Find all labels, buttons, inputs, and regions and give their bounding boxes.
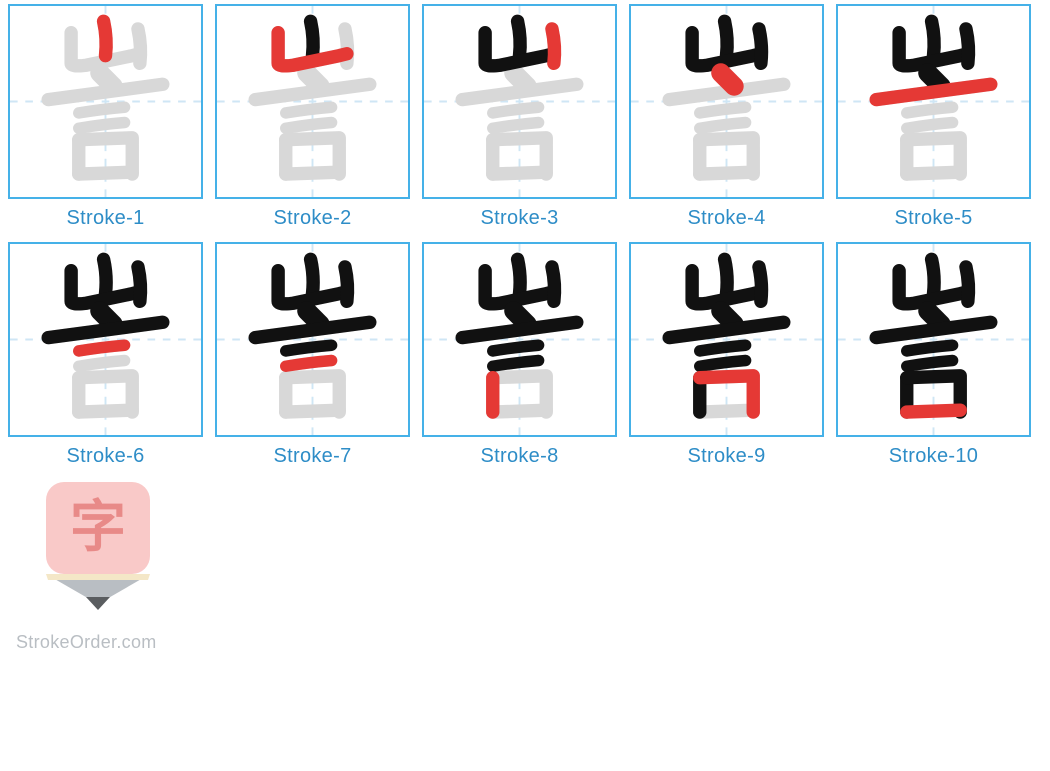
stroke-caption: Stroke-2 — [274, 207, 352, 230]
stroke-tile — [836, 242, 1031, 437]
stroke-tile — [629, 242, 824, 437]
stroke-cell: Stroke-5 — [836, 4, 1031, 230]
stroke-tile — [8, 4, 203, 199]
stroke-glyph — [838, 244, 1029, 435]
stroke-caption: Stroke-1 — [67, 207, 145, 230]
stroke-glyph — [631, 244, 822, 435]
stroke-caption: Stroke-7 — [274, 445, 352, 468]
stroke-caption: Stroke-8 — [481, 445, 559, 468]
stroke-tile — [8, 242, 203, 437]
stroke-caption: Stroke-10 — [889, 445, 978, 468]
stroke-tile — [422, 4, 617, 199]
stroke-cell: Stroke-10 — [836, 242, 1031, 468]
stroke-grid: Stroke-1 Stroke-2 Stroke-3 Stroke-4 — [8, 4, 1038, 468]
stroke-glyph — [424, 244, 615, 435]
stroke-tile — [215, 4, 410, 199]
stroke-tile — [422, 242, 617, 437]
stroke-glyph — [10, 6, 201, 197]
stroke-tile — [629, 4, 824, 199]
stroke-glyph — [217, 6, 408, 197]
stroke-tile — [836, 4, 1031, 199]
stroke-cell: Stroke-7 — [215, 242, 410, 468]
stroke-cell: Stroke-3 — [422, 4, 617, 230]
stroke-cell: Stroke-4 — [629, 4, 824, 230]
stroke-cell: Stroke-2 — [215, 4, 410, 230]
stroke-cell: Stroke-6 — [8, 242, 203, 468]
watermark-text: StrokeOrder.com — [16, 632, 157, 653]
stroke-cell: Stroke-1 — [8, 4, 203, 230]
stroke-caption: Stroke-9 — [688, 445, 766, 468]
stroke-caption: Stroke-6 — [67, 445, 145, 468]
logo-glyph: 字 — [70, 487, 126, 563]
stroke-glyph — [424, 6, 615, 197]
stroke-cell: Stroke-9 — [629, 242, 824, 468]
stroke-caption: Stroke-4 — [688, 207, 766, 230]
stroke-caption: Stroke-3 — [481, 207, 559, 230]
logo-block: 字 StrokeOrder.com — [8, 468, 203, 653]
stroke-glyph — [217, 244, 408, 435]
stroke-cell: Stroke-8 — [422, 242, 617, 468]
stroke-tile — [215, 242, 410, 437]
stroke-glyph — [10, 244, 201, 435]
stroke-glyph — [631, 6, 822, 197]
stroke-caption: Stroke-5 — [895, 207, 973, 230]
stroke-glyph — [838, 6, 1029, 197]
site-logo-icon: 字 — [38, 480, 158, 612]
